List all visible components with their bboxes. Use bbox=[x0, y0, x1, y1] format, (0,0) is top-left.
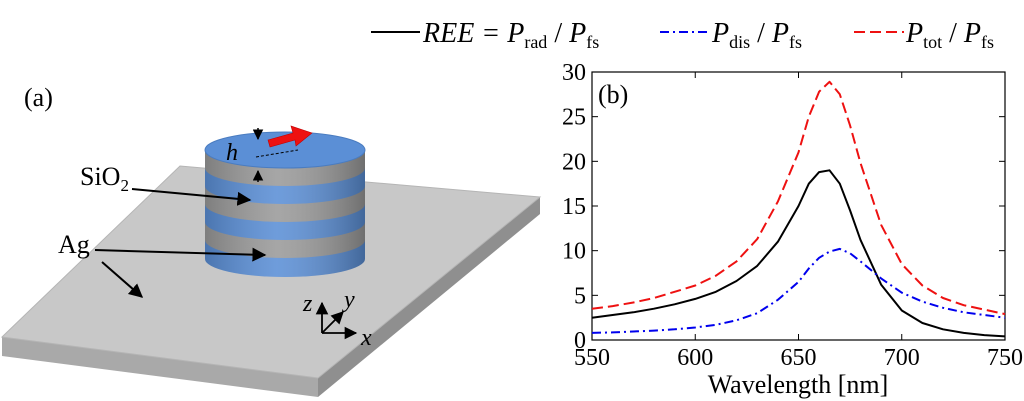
y-tick-label: 0 bbox=[574, 328, 586, 354]
x-tick-label: 550 bbox=[574, 345, 610, 371]
axis-y-arrow bbox=[321, 311, 344, 334]
ag-substrate-side-front bbox=[2, 337, 318, 397]
x-tick-label: 600 bbox=[677, 345, 713, 371]
legend: REE = Prad / Pfs Pdis / Pfs Ptot / Pfs bbox=[371, 18, 994, 52]
sio2-label: SiO2 bbox=[80, 162, 129, 195]
structure-diagram: (a) h SiO2 Ag bbox=[0, 83, 542, 397]
series-line-ree bbox=[591, 169, 1006, 338]
axis-y-label: y bbox=[342, 287, 355, 313]
dipole-arrow-icon bbox=[267, 125, 313, 148]
y-tick-label: 5 bbox=[574, 283, 586, 309]
axis-x-label: x bbox=[360, 325, 372, 351]
legend-ree-symbol: P bbox=[506, 18, 524, 49]
series-line-dis bbox=[591, 247, 1006, 334]
panel-label-b: (b) bbox=[598, 80, 628, 109]
legend-dis-denom: P bbox=[771, 18, 789, 49]
legend-item-ree: REE = Prad / Pfs bbox=[371, 18, 599, 52]
ag-pointer-substrate bbox=[101, 261, 144, 298]
ag-label: Ag bbox=[58, 230, 90, 259]
sio2-label-sub: 2 bbox=[120, 176, 129, 195]
svg-text:Pdis / Pfs: Pdis / Pfs bbox=[711, 18, 802, 52]
x-tick-label: 650 bbox=[781, 345, 817, 371]
cylinder-shading bbox=[205, 150, 365, 277]
legend-dis-denom-sub: fs bbox=[789, 32, 802, 52]
legend-item-dis: Pdis / Pfs bbox=[660, 18, 802, 52]
legend-ree-prefix: REE = bbox=[422, 18, 507, 49]
legend-tot-denom: P bbox=[963, 18, 981, 49]
spectrum-chart: 0 5 10 15 20 25 30 550 600 650 700 750 (b) Wavelen… bbox=[562, 60, 1023, 399]
series-line-tot bbox=[591, 80, 1006, 316]
layer-ag-top bbox=[204, 131, 366, 169]
series-group bbox=[591, 80, 1006, 338]
y-tick-label: 10 bbox=[562, 239, 586, 265]
svg-text:Ptot / Pfs: Ptot / Pfs bbox=[905, 18, 994, 52]
ag-pointer-layer bbox=[94, 247, 267, 262]
thickness-indicator: h bbox=[226, 128, 299, 182]
y-tick-label: 15 bbox=[562, 194, 586, 220]
thickness-label-h: h bbox=[226, 140, 238, 166]
legend-dis-symbol: P bbox=[711, 18, 729, 49]
legend-ree-denom-sub: fs bbox=[586, 32, 599, 52]
y-ticks: 0 5 10 15 20 25 30 bbox=[562, 60, 1005, 354]
y-tick-label: 25 bbox=[562, 105, 586, 131]
x-tick-label: 700 bbox=[884, 345, 920, 371]
panel-label-a: (a) bbox=[24, 83, 53, 112]
sio2-label-main: SiO bbox=[80, 162, 120, 191]
svg-text:REE = Prad / Pfs: REE = Prad / Pfs bbox=[422, 18, 599, 52]
legend-ree-sub: rad bbox=[524, 32, 547, 52]
x-axis-label: Wavelength [nm] bbox=[708, 370, 889, 399]
legend-dis-sub: dis bbox=[729, 32, 750, 52]
coordinate-axes: z y x bbox=[302, 287, 372, 351]
y-tick-label: 20 bbox=[562, 149, 586, 175]
legend-tot-sub: tot bbox=[923, 32, 942, 52]
y-tick-label: 30 bbox=[562, 60, 586, 86]
legend-tot-denom-sub: fs bbox=[981, 32, 994, 52]
legend-ree-denom: P bbox=[568, 18, 586, 49]
sio2-pointer bbox=[131, 188, 252, 206]
x-ticks: 550 600 650 700 750 bbox=[574, 72, 1023, 371]
axis-z-label: z bbox=[302, 291, 313, 317]
ag-substrate-side-right bbox=[318, 197, 540, 397]
legend-tot-symbol: P bbox=[905, 18, 923, 49]
x-tick-label: 750 bbox=[987, 345, 1023, 371]
legend-item-tot: Ptot / Pfs bbox=[854, 18, 994, 52]
